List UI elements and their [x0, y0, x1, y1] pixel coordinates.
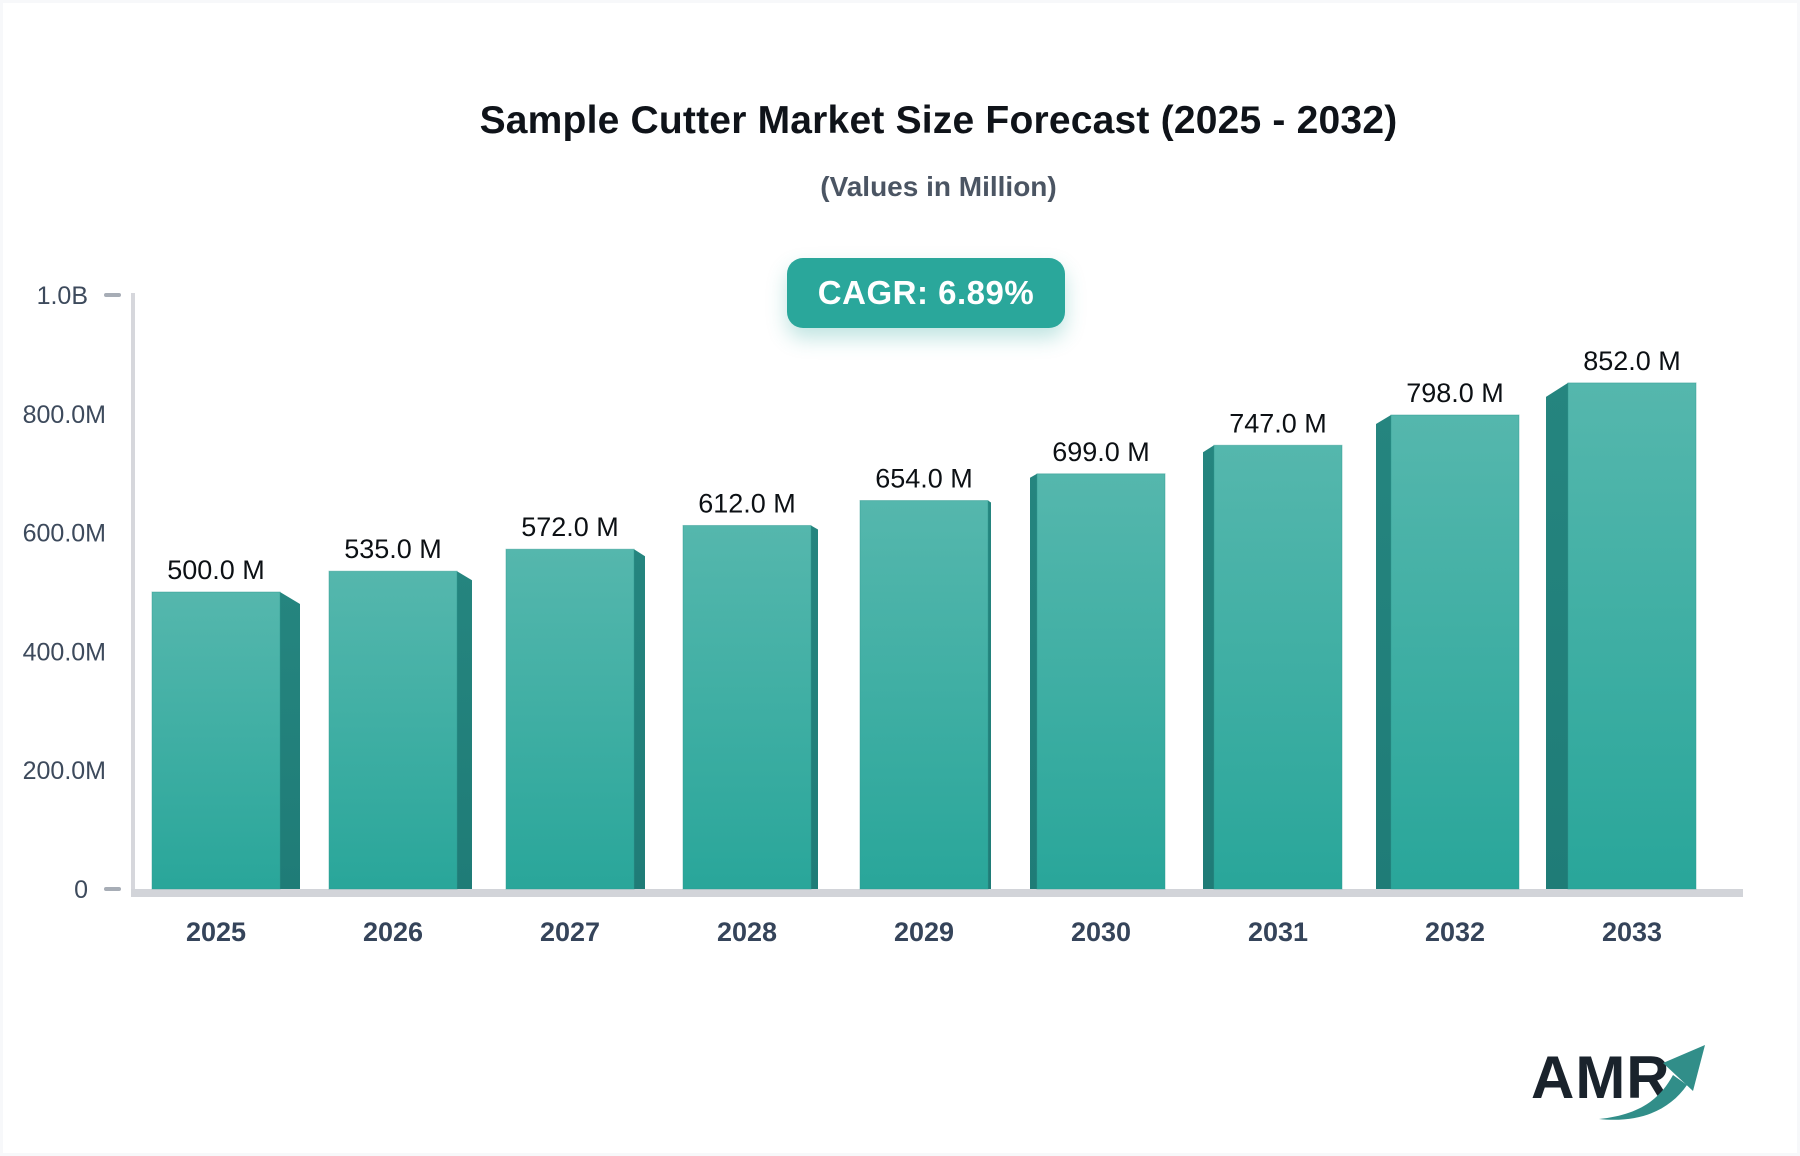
bar-2032: [1390, 414, 1520, 890]
y-tick-dash-1.0B: [104, 293, 121, 297]
value-label-2030: 699.0 M: [1052, 437, 1150, 467]
x-tick-label-2032: 2032: [1425, 917, 1485, 947]
y-tick-label-200.0M: 200.0M: [23, 757, 106, 785]
bar-side-2027: [634, 549, 645, 889]
market-size-chart: 0 200.0M 400.0M 600.0M 800.0M 1.0B 500.0 M 2025…: [23, 282, 1743, 947]
growth-arrow-head: [1663, 1045, 1705, 1091]
x-tick-label-2026: 2026: [363, 917, 423, 947]
bar-side-2033: [1546, 382, 1568, 889]
bar-2033: [1567, 382, 1697, 890]
bar-2031: [1213, 444, 1343, 890]
value-label-2028: 612.0 M: [698, 488, 796, 518]
value-label-2031: 747.0 M: [1229, 408, 1327, 438]
x-tick-label-2030: 2030: [1071, 917, 1131, 947]
y-tick-label-600.0M: 600.0M: [23, 520, 106, 548]
value-label-2026: 535.0 M: [344, 534, 442, 564]
bar-2025: [151, 591, 281, 890]
value-label-2033: 852.0 M: [1583, 346, 1681, 376]
bar-side-2028: [811, 525, 818, 889]
brand-logo-text: AMR: [1531, 1044, 1671, 1111]
x-axis-line: [131, 889, 1743, 897]
bar-2030: [1036, 473, 1166, 890]
y-tick-label-800.0M: 800.0M: [23, 401, 106, 429]
bar-side-2025: [280, 592, 300, 889]
x-tick-label-2025: 2025: [186, 917, 246, 947]
growth-arrow-icon: [1599, 1045, 1705, 1120]
chart-title: Sample Cutter Market Size Forecast (2025…: [479, 99, 1398, 142]
cagr-badge-label: CAGR: 6.89%: [817, 274, 1035, 311]
y-tick-label-1.0B: 1.0B: [37, 282, 88, 310]
bar-2028: [682, 524, 812, 890]
brand-logo: AMR: [1531, 1031, 1721, 1131]
value-label-2029: 654.0 M: [875, 464, 973, 494]
bar-side-2032: [1376, 414, 1391, 889]
growth-arrow-tail: [1599, 1075, 1687, 1120]
x-tick-label-2028: 2028: [717, 917, 777, 947]
x-tick-label-2029: 2029: [894, 917, 954, 947]
x-tick-label-2031: 2031: [1248, 917, 1308, 947]
bar-side-2029: [988, 500, 991, 889]
y-axis-line: [131, 293, 135, 897]
bar-2027: [505, 548, 635, 890]
y-tick-label-400.0M: 400.0M: [23, 638, 106, 666]
bar-side-2026: [457, 571, 472, 889]
value-label-2025: 500.0 M: [167, 555, 265, 585]
bar-side-2031: [1203, 445, 1214, 889]
value-label-2027: 572.0 M: [521, 512, 619, 542]
bar-2026: [328, 570, 458, 890]
chart-subtitle: (Values in Million): [820, 171, 1057, 202]
y-tick-dash-0: [104, 887, 121, 891]
value-label-2032: 798.0 M: [1406, 378, 1504, 408]
x-tick-label-2027: 2027: [540, 917, 600, 947]
y-tick-label-0: 0: [74, 876, 88, 904]
bar-side-2030: [1030, 473, 1037, 889]
x-tick-label-2033: 2033: [1602, 917, 1662, 947]
bar-2029: [859, 500, 989, 890]
cagr-badge: CAGR: 6.89%: [787, 258, 1065, 328]
